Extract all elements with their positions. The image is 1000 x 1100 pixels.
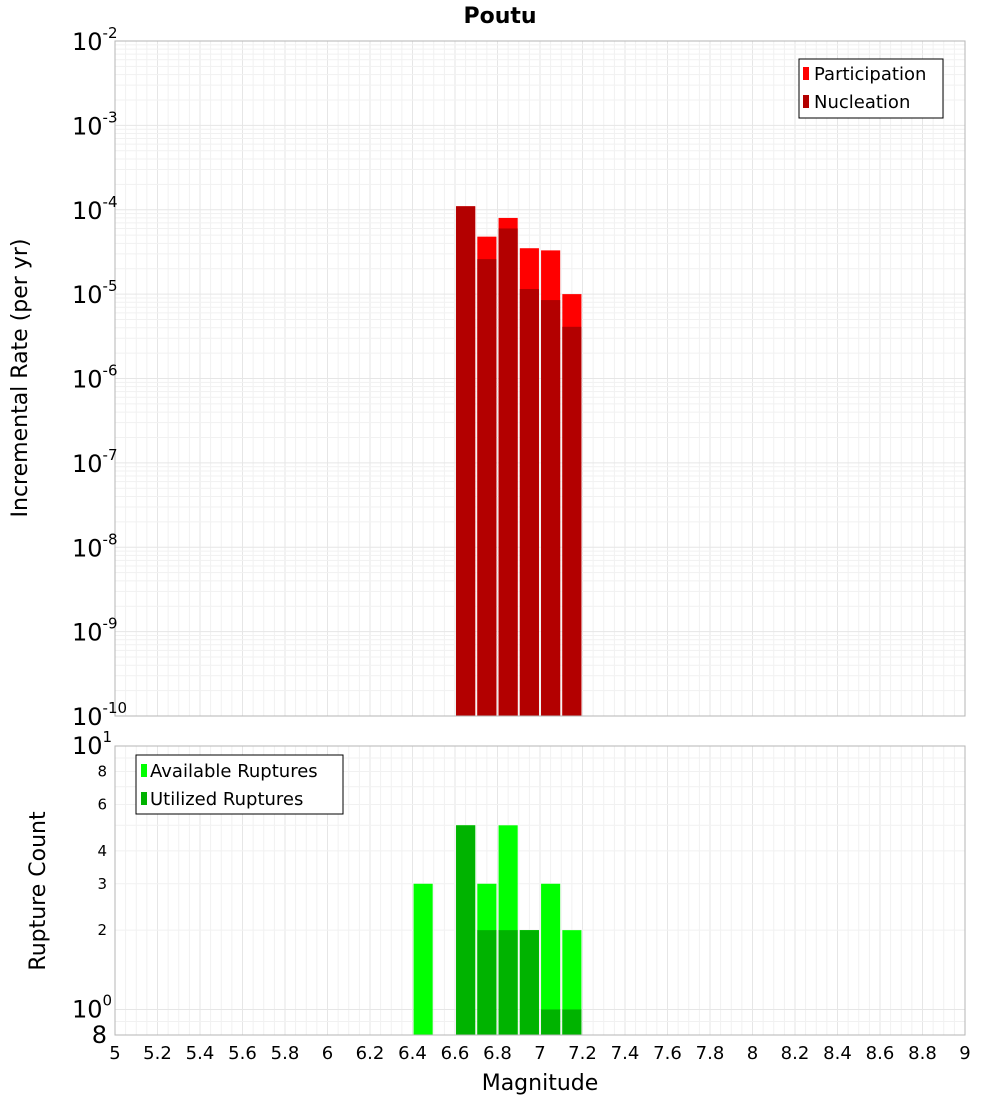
x-tick-label: 7.8 [696,1043,725,1064]
bar-nucleation [477,259,497,716]
x-tick-label: 9 [959,1043,970,1064]
bar-utilized-ruptures [498,930,518,1035]
x-axis-label: Magnitude [482,1071,599,1096]
x-tick-label: 6.2 [356,1043,385,1064]
legend-label-nucleation: Nucleation [814,92,910,113]
y-tick-label: 10-8 [72,530,118,562]
rate-legend: Participation Nucleation [798,58,944,119]
bar-nucleation [456,206,476,716]
bar-available-ruptures [541,883,561,1035]
rate-y-ticks: 10-2 10-3 10-4 10-5 10-6 10-7 10-8 10-9 10-10 [72,24,127,731]
y-tick-label: 2 [97,921,107,939]
count-legend-box [135,754,344,815]
bar-utilized-ruptures [477,930,497,1035]
rate-plot: 10-2 10-3 10-4 10-5 10-6 10-7 10-8 10-9 10-10 In… [8,24,966,731]
y-tick-label: 8 [92,1021,107,1049]
chart-title: Poutu [463,4,536,29]
x-tick-label: 5 [109,1043,120,1064]
x-tick-label: 6.8 [483,1043,512,1064]
count-plot-frame [114,745,966,1036]
bar-available-ruptures [413,883,433,1035]
y-tick-label: 4 [97,842,107,860]
rate-y-axis-label: Incremental Rate (per yr) [8,239,33,518]
legend-label-participation: Participation [814,64,926,85]
y-tick-label: 100 [72,991,112,1023]
bar-nucleation [498,228,518,716]
x-tick-label: 6 [322,1043,333,1064]
rate-plot-grid [114,40,966,717]
x-tick-label: 8 [747,1043,758,1064]
x-tick-label: 8.8 [908,1043,937,1064]
y-tick-label: 10-4 [72,193,118,225]
rate-plot-bars [456,206,582,717]
rate-legend-box [798,58,944,119]
legend-swatch-nucleation [803,95,809,108]
y-tick-label: 101 [72,728,112,760]
x-tick-label: 6.4 [398,1043,427,1064]
x-tick-label: 7 [534,1043,545,1064]
legend-swatch-participation [803,67,809,80]
bar-utilized-ruptures [456,825,476,1035]
bar-utilized-ruptures [519,930,539,1035]
y-tick-label: 6 [97,795,107,813]
magnitude-x-ticks: 5 5.2 5.4 5.6 5.8 6 6.2 6.4 6.6 6.8 7 7.2 7.4 7.6 7.8 8… [109,1043,970,1064]
legend-label-utilized: Utilized Ruptures [150,789,303,810]
y-tick-label: 8 [97,763,107,781]
x-tick-label: 5.4 [186,1043,215,1064]
y-tick-label: 3 [97,875,107,893]
y-tick-label: 10-2 [72,24,118,56]
y-tick-label: 10-10 [72,699,127,731]
y-tick-label: 10-3 [72,108,118,140]
x-tick-label: 8.2 [781,1043,810,1064]
y-tick-label: 10-9 [72,615,118,647]
y-tick-label: 10-7 [72,446,118,478]
count-plot-bars [413,825,582,1035]
count-legend: Available Ruptures Utilized Ruptures [135,754,344,815]
legend-swatch-utilized [141,792,147,805]
x-tick-label: 7.4 [611,1043,640,1064]
x-tick-label: 5.8 [271,1043,300,1064]
bar-utilized-ruptures [562,1009,582,1035]
bar-available-ruptures [562,930,582,1035]
x-tick-label: 7.6 [653,1043,682,1064]
bar-nucleation [519,289,539,716]
y-tick-label: 10-6 [72,362,118,394]
bar-nucleation [562,326,582,716]
legend-label-available: Available Ruptures [150,761,318,782]
bar-utilized-ruptures [541,1009,561,1035]
x-tick-label: 8.4 [823,1043,852,1064]
rate-plot-frame [114,40,966,717]
x-tick-label: 5.2 [143,1043,172,1064]
count-y-axis-label: Rupture Count [26,811,51,971]
x-tick-label: 5.6 [228,1043,257,1064]
x-tick-label: 7.2 [568,1043,597,1064]
bar-nucleation [541,300,561,716]
y-tick-label: 10-5 [72,277,118,309]
x-tick-label: 6.6 [441,1043,470,1064]
x-tick-label: 8.6 [866,1043,895,1064]
legend-swatch-available [141,764,147,777]
